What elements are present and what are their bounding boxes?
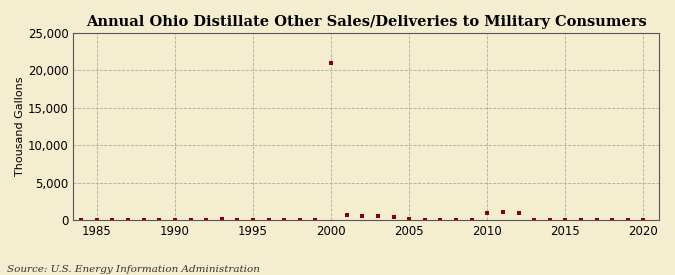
Text: Source: U.S. Energy Information Administration: Source: U.S. Energy Information Administ… bbox=[7, 265, 260, 274]
Y-axis label: Thousand Gallons: Thousand Gallons bbox=[15, 77, 25, 176]
Title: Annual Ohio Distillate Other Sales/Deliveries to Military Consumers: Annual Ohio Distillate Other Sales/Deliv… bbox=[86, 15, 647, 29]
